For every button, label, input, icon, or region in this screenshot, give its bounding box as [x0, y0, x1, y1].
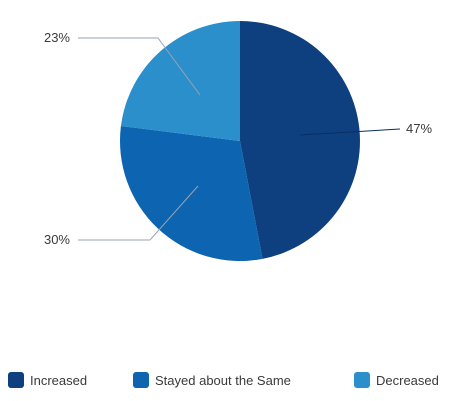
legend-label: Increased	[30, 372, 88, 388]
data-label: 30%	[44, 232, 70, 247]
leader-line	[78, 185, 199, 241]
leader-line	[78, 37, 201, 96]
legend-swatch	[133, 372, 149, 388]
legend-item-decreased: Decreased	[354, 372, 439, 388]
legend-item-stayed-about-the-same: Stayed about the Same	[133, 372, 291, 388]
legend-label: Decreased	[376, 372, 439, 388]
legend-item-increased: Increased	[8, 372, 87, 388]
legend-swatch	[354, 372, 370, 388]
pie-slice-increased	[240, 21, 360, 259]
leader-line	[299, 128, 401, 136]
data-label: 23%	[44, 30, 70, 45]
legend-label: Stayed about the Same	[155, 372, 291, 388]
chart-legend: Increased Stayed about the Same Decrease…	[0, 372, 457, 396]
data-label: 47%	[406, 121, 432, 136]
legend-swatch	[8, 372, 24, 388]
pie-slice-decreased	[120, 21, 240, 141]
